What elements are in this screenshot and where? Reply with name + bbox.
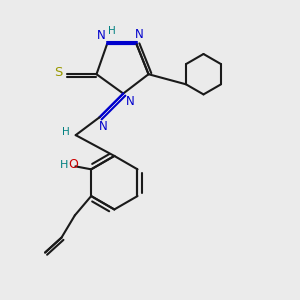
Text: H: H xyxy=(108,26,116,36)
Text: N: N xyxy=(97,29,106,42)
Text: N: N xyxy=(135,28,144,41)
Text: S: S xyxy=(54,66,63,79)
Text: H: H xyxy=(60,160,69,170)
Text: N: N xyxy=(126,95,135,108)
Text: O: O xyxy=(68,158,78,171)
Text: N: N xyxy=(99,120,107,133)
Text: H: H xyxy=(62,127,70,137)
